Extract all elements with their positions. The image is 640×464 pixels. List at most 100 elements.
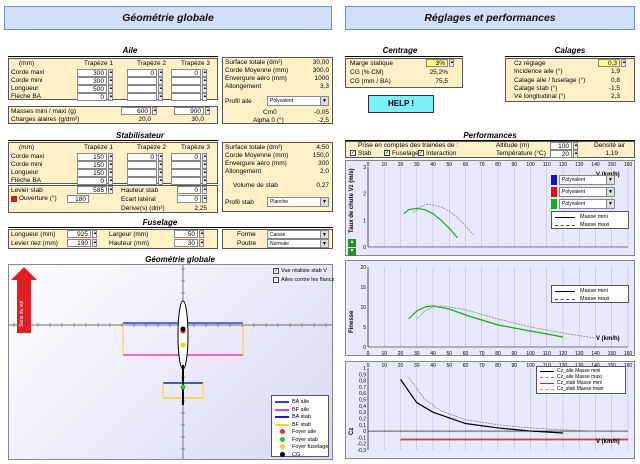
spin-control[interactable]: ▲: [621, 59, 626, 67]
value-cell[interactable]: [171, 77, 201, 85]
value-cell[interactable]: 0: [77, 177, 107, 185]
perf-profile-select[interactable]: Polyvalent ▼: [559, 199, 615, 209]
help-button[interactable]: HELP !: [368, 95, 434, 113]
profil-aile-select[interactable]: Polyvalent ▼: [267, 96, 329, 106]
spin-control[interactable]: ▲: [158, 77, 163, 85]
spin-control[interactable]: ▲: [199, 239, 204, 247]
checkbox[interactable]: ✓: [418, 150, 424, 156]
perf-profile-select[interactable]: Polyvalent ▼: [559, 187, 615, 197]
y-tick-label: 2: [363, 192, 366, 198]
spin-control[interactable]: ▲: [573, 150, 578, 158]
levier-nez-value[interactable]: 190: [67, 239, 91, 247]
value-cell[interactable]: [171, 93, 201, 101]
value-cell[interactable]: [127, 77, 157, 85]
value-cell[interactable]: 150: [77, 161, 107, 169]
value-cell[interactable]: [171, 169, 201, 177]
x-tick-label: 80: [495, 351, 501, 355]
spin-control[interactable]: ▲: [108, 69, 113, 77]
value-cell[interactable]: [171, 161, 201, 169]
value-cell[interactable]: [171, 177, 201, 185]
spin-control[interactable]: ▲: [108, 153, 113, 161]
value-cell[interactable]: 150: [77, 153, 107, 161]
spin-control[interactable]: ▲: [202, 69, 207, 77]
spin-control[interactable]: ▲: [202, 169, 207, 177]
levier-value[interactable]: 585: [77, 186, 107, 194]
y-tick-label: 0,7: [359, 385, 366, 391]
value-cell[interactable]: 300: [77, 69, 107, 77]
spin-control[interactable]: ▲: [108, 85, 113, 93]
altitude-value[interactable]: 100: [550, 142, 572, 150]
scroll-down-icon[interactable]: ▼: [348, 248, 356, 256]
spin-control[interactable]: ▲: [158, 161, 163, 169]
value-cell[interactable]: [127, 177, 157, 185]
value-cell[interactable]: 500: [77, 85, 107, 93]
series-line: [408, 305, 564, 338]
value-cell[interactable]: [127, 169, 157, 177]
longueur-label: Longueur (mm): [11, 231, 56, 238]
value-cell[interactable]: 0: [171, 153, 201, 161]
spin-control[interactable]: ▲: [158, 153, 163, 161]
spin-control[interactable]: ▲: [202, 85, 207, 93]
spin-control[interactable]: ▲: [92, 230, 97, 238]
spin-control[interactable]: ▲: [152, 107, 157, 115]
masse-mini[interactable]: 600: [121, 107, 151, 115]
spin-control[interactable]: ▲: [202, 153, 207, 161]
ailes-flancs-checkbox[interactable]: [273, 277, 279, 283]
value-cell[interactable]: [127, 93, 157, 101]
perf-profile-select[interactable]: Polyvalent ▼: [559, 175, 615, 185]
value-cell[interactable]: [127, 161, 157, 169]
poutre-select[interactable]: Normale ▼: [267, 239, 329, 248]
forme-select[interactable]: Caisse ▼: [267, 230, 329, 239]
spin-control[interactable]: ▲: [92, 239, 97, 247]
checkbox[interactable]: ✓: [384, 150, 390, 156]
largeur-value[interactable]: 50: [174, 230, 198, 238]
spin-control[interactable]: ▲: [108, 169, 113, 177]
spin-control[interactable]: ▲: [202, 77, 207, 85]
masse-maxi[interactable]: 900: [174, 107, 204, 115]
value-cell[interactable]: [171, 85, 201, 93]
longueur-value[interactable]: 925: [67, 230, 91, 238]
value-cell[interactable]: 0: [77, 93, 107, 101]
hauteur-fus-value[interactable]: 30: [174, 239, 198, 247]
spin-control[interactable]: ▲: [202, 93, 207, 101]
value-cell[interactable]: 300: [77, 77, 107, 85]
spin-control[interactable]: ▲: [158, 85, 163, 93]
spin-control[interactable]: ▲: [108, 177, 113, 185]
spin-control[interactable]: ▲: [158, 69, 163, 77]
spin-control[interactable]: ▲: [573, 142, 578, 150]
spin-control[interactable]: ▲: [202, 195, 207, 203]
forme-value: Caisse: [270, 232, 286, 238]
marge-value[interactable]: 3%: [426, 59, 448, 67]
hauteur-stab-value[interactable]: 0: [177, 186, 201, 194]
spin-control[interactable]: ▲: [202, 161, 207, 169]
spin-control[interactable]: ▲: [108, 186, 113, 194]
checkbox[interactable]: ✓: [350, 150, 356, 156]
spin-control[interactable]: ▲: [449, 59, 454, 67]
legend-swatch: [275, 423, 289, 426]
cz-value[interactable]: 0,3: [598, 59, 620, 67]
temp-value[interactable]: 20: [550, 150, 572, 158]
spin-control[interactable]: ▲: [108, 93, 113, 101]
value-cell[interactable]: [127, 85, 157, 93]
value-cell[interactable]: 0: [171, 69, 201, 77]
profil-stab-select[interactable]: Planche ▼: [267, 197, 329, 207]
value-cell[interactable]: 0: [127, 69, 157, 77]
spin-control[interactable]: ▲: [205, 107, 210, 115]
spin-control[interactable]: ▲: [158, 93, 163, 101]
spin-control[interactable]: ▲: [202, 186, 207, 194]
row-label: Flèche BA: [11, 177, 41, 184]
spin-control[interactable]: ▲: [202, 177, 207, 185]
scroll-up-icon[interactable]: ▲: [348, 239, 356, 247]
value-cell[interactable]: 0: [127, 153, 157, 161]
ecart-value[interactable]: 0: [177, 195, 201, 203]
spin-control[interactable]: ▲: [199, 230, 204, 238]
spin-control[interactable]: ▲: [108, 161, 113, 169]
ouverture-value[interactable]: 180: [67, 195, 89, 203]
chart-panel: 0102030405060708090100110120130140150160…: [345, 361, 635, 459]
spin-control[interactable]: ▲: [158, 177, 163, 185]
spin-control[interactable]: ▲: [158, 169, 163, 177]
spin-control[interactable]: ▲: [108, 77, 113, 85]
value-cell[interactable]: 150: [77, 169, 107, 177]
y-tick-label: 0,2: [359, 416, 366, 422]
vue-realiste-checkbox[interactable]: ✓: [273, 268, 279, 274]
